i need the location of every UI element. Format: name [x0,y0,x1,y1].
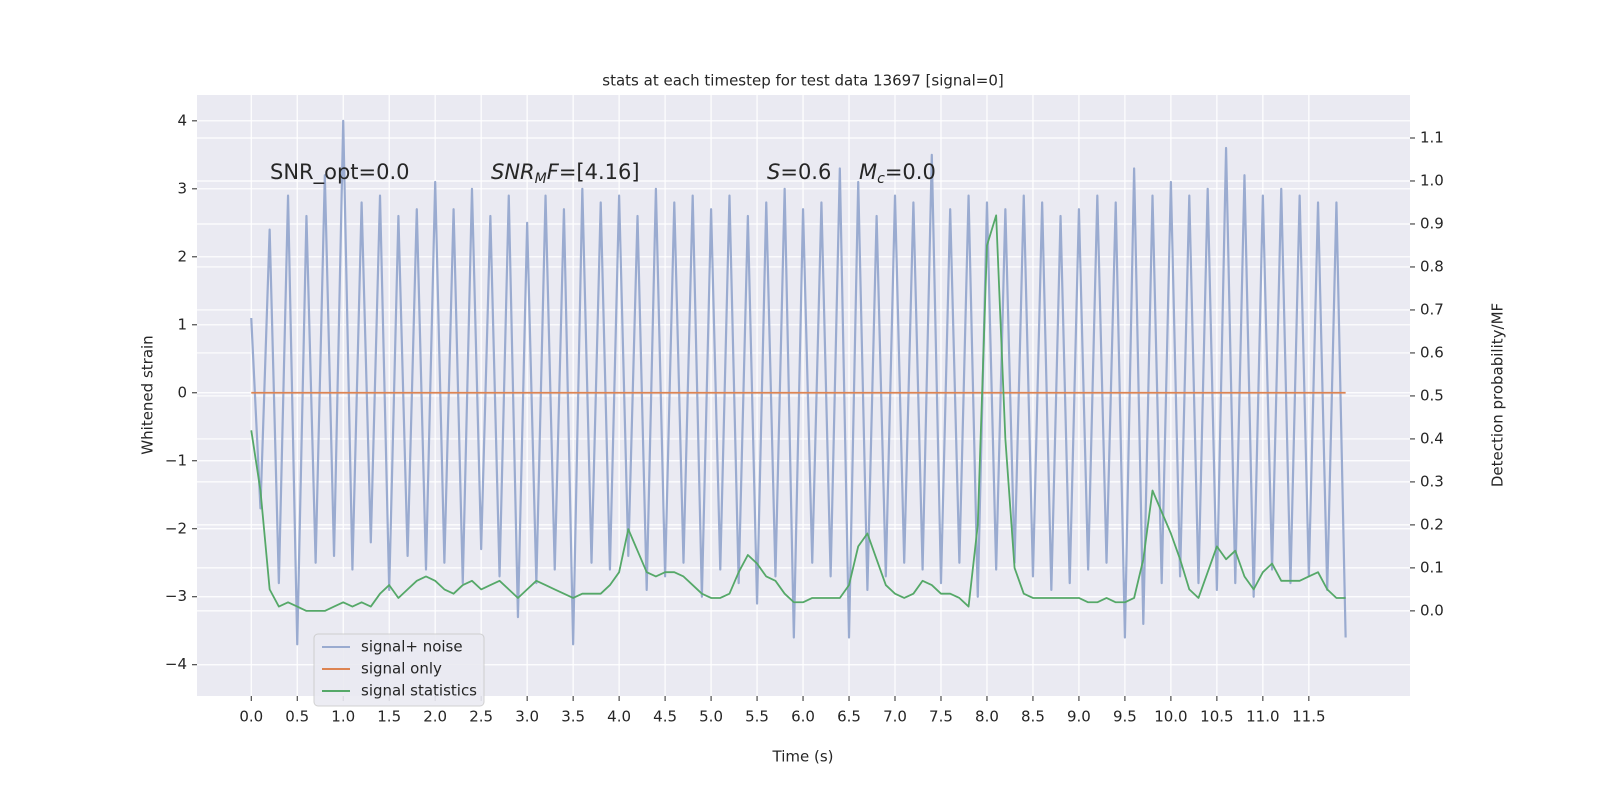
x-tick-label: 6.5 [837,708,861,726]
x-tick-label: 2.5 [469,708,493,726]
y-tick-label: −4 [165,655,187,673]
x-tick-label: 8.0 [975,708,999,726]
legend-box [313,633,485,707]
y-tick-label: −1 [165,451,187,469]
x-tick-label: 4.0 [607,708,631,726]
chart-title: stats at each timestep for test data 136… [602,72,1003,90]
x-tick-label: 3.5 [561,708,585,726]
series-line [250,214,1346,612]
annotation-part: =0.6 [780,160,831,184]
x-tick-label: 7.0 [883,708,907,726]
y-tick-label: 0 [177,383,187,401]
legend-label: signal statistics [361,682,477,700]
x-tick-label: 0.5 [285,708,309,726]
y2-tick-label: 0.7 [1420,300,1444,318]
annotation-part: SNR_opt=0.0 [270,160,410,185]
y2-tick-label: 1.1 [1420,128,1444,146]
y2-tick-label: 0.6 [1420,343,1444,361]
x-tick-label: 3.0 [515,708,539,726]
x-tick-label: 1.0 [331,708,355,726]
y2-tick-label: 0.9 [1420,214,1444,232]
annotation-part: F [547,160,560,184]
x-tick-label: 4.5 [653,708,677,726]
annotation: Mc=0.0 [859,160,936,187]
y-axis-label: Whitened strain [139,335,157,454]
y-tick-label: 3 [177,179,187,197]
annotation-part: M [859,160,877,184]
x-tick-label: 1.5 [377,708,401,726]
annotation-part: SNR [491,160,535,184]
legend: signal+ noise signal only signal statistic… [313,633,485,707]
x-tick-label: 5.0 [699,708,723,726]
y2-tick-label: 0.0 [1420,601,1444,619]
x-tick-label: 11.5 [1292,708,1325,726]
x-tick-label: 2.0 [423,708,447,726]
annotation: S=0.6 [767,160,831,184]
x-tick-label: 6.0 [791,708,815,726]
y2-tick-label: 0.3 [1420,472,1444,490]
y-tick-label: 1 [177,315,187,333]
y-tick-label: −3 [165,587,187,605]
x-tick-label: 7.5 [929,708,953,726]
y2-axis-label: Detection probability/MF [1489,303,1507,487]
x-tick-label: 11.0 [1246,708,1279,726]
x-tick-label: 5.5 [745,708,769,726]
y2-tick-label: 0.8 [1420,257,1444,275]
x-tick-label: 9.5 [1113,708,1137,726]
annotation-part: c [877,171,885,187]
annotation: SNR_opt=0.0 [270,160,410,185]
x-tick-label: 9.0 [1067,708,1091,726]
legend-label: signal+ noise [361,638,463,656]
annotation-part: =[4.16] [559,160,640,184]
annotation-part: =0.0 [885,160,936,184]
y-tick-label: −2 [165,519,187,537]
annotation-part: S [767,160,780,184]
x-tick-label: 8.5 [1021,708,1045,726]
y2-tick-label: 0.4 [1420,429,1444,447]
annotation-part: M [535,171,547,187]
y-tick-label: 2 [177,247,187,265]
y-tick-label: 4 [177,111,187,129]
annotation: SNRMF=[4.16] [491,160,640,187]
x-axis-label: Time (s) [772,748,834,766]
y2-tick-label: 0.1 [1420,558,1444,576]
legend-label: signal only [361,660,442,678]
y2-tick-label: 1.0 [1420,171,1444,189]
y2-tick-label: 0.5 [1420,386,1444,404]
x-tick-label: 10.0 [1154,708,1187,726]
y2-tick-label: 0.2 [1420,515,1444,533]
x-tick-label: 10.5 [1200,708,1233,726]
x-tick-label: 0.0 [239,708,263,726]
